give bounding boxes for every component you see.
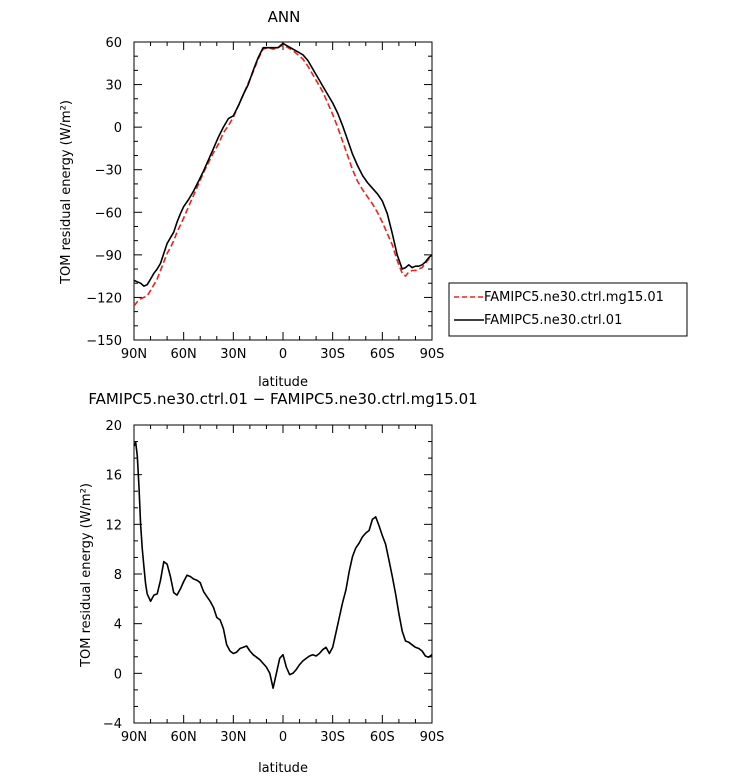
bottom-x-tick-label: 30S	[320, 730, 345, 745]
bottom-y-tick-label: 12	[105, 518, 122, 533]
top-y-tick-label: 0	[114, 121, 122, 136]
top-y-tick-label: −120	[86, 291, 122, 306]
bottom-x-tick-label: 30N	[220, 730, 246, 745]
top-x-tick-label: 90N	[121, 347, 147, 362]
top-series-line-1	[133, 42, 433, 287]
bottom-y-tick-label: −4	[103, 717, 122, 732]
top-y-tick-label: −60	[95, 206, 122, 221]
bottom-chart-title: FAMIPC5.ne30.ctrl.01 − FAMIPC5.ne30.ctrl…	[88, 390, 477, 408]
bottom-y-ticks: −4 0 4 8 12 16 20	[103, 419, 432, 732]
bottom-plot-frame	[133, 424, 433, 724]
legend-label-mg15: FAMIPC5.ne30.ctrl.mg15.01	[484, 290, 664, 305]
bottom-series-line-0	[133, 441, 433, 690]
top-x-tick-label: 60S	[370, 347, 395, 362]
bottom-x-tick-label: 0	[279, 730, 287, 745]
top-x-axis-label: latitude	[258, 375, 308, 390]
legend: FAMIPC5.ne30.ctrl.mg15.01 FAMIPC5.ne30.c…	[448, 282, 688, 337]
top-y-tick-label: −30	[95, 164, 122, 179]
top-x-tick-label: 0	[279, 347, 287, 362]
top-chart-title: ANN	[268, 8, 301, 26]
bottom-x-ticks: 90N 60N 30N 0 30S 60S 90S	[121, 425, 445, 745]
bottom-y-tick-label: 0	[114, 667, 122, 682]
top-y-tick-label: 30	[105, 79, 122, 94]
bottom-x-tick-label: 90N	[121, 730, 147, 745]
bottom-x-tick-label: 60S	[370, 730, 395, 745]
top-series-line-0	[133, 43, 433, 307]
top-x-tick-label: 30S	[320, 347, 345, 362]
legend-box	[448, 282, 688, 337]
bottom-y-tick-label: 20	[105, 419, 122, 434]
top-y-ticks: −150 −120 −90 −60 −30 0 30 60	[86, 36, 432, 349]
top-x-ticks: 90N 60N 30N 0 30S 60S 90S	[121, 42, 445, 362]
top-y-tick-label: 60	[105, 36, 122, 51]
bottom-series-group	[133, 441, 433, 690]
bottom-x-tick-label: 90S	[420, 730, 445, 745]
bottom-y-tick-label: 4	[114, 618, 122, 633]
bottom-chart-panel: FAMIPC5.ne30.ctrl.01 − FAMIPC5.ne30.ctrl…	[79, 390, 478, 776]
bottom-x-axis-label: latitude	[258, 761, 308, 776]
top-x-tick-label: 60N	[171, 347, 197, 362]
top-y-tick-label: −150	[86, 334, 122, 349]
top-chart-panel: ANN 90N 60N 30N 0 30S 60S 90S −150 −120 −90 −60 −3…	[59, 8, 688, 390]
top-y-tick-label: −90	[95, 249, 122, 264]
bottom-y-axis-label: TOM residual energy (W/m²)	[79, 483, 94, 668]
top-x-tick-label: 90S	[420, 347, 445, 362]
bottom-x-tick-label: 60N	[171, 730, 197, 745]
top-y-axis-label: TOM residual energy (W/m²)	[59, 100, 74, 285]
top-series-group	[133, 42, 433, 307]
bottom-y-tick-label: 16	[105, 469, 122, 484]
legend-label-ctrl: FAMIPC5.ne30.ctrl.01	[484, 313, 622, 328]
top-plot-frame	[133, 41, 433, 341]
bottom-y-tick-label: 8	[114, 568, 122, 583]
top-x-tick-label: 30N	[220, 347, 246, 362]
